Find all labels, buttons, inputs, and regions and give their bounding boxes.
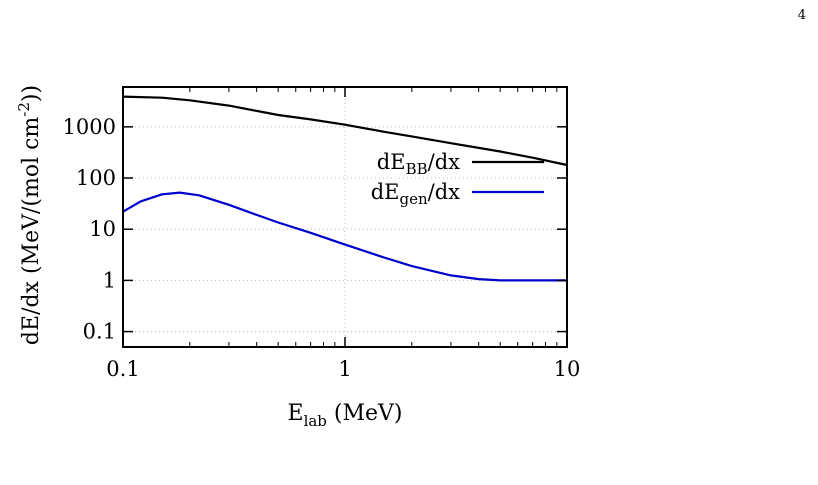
series-curves xyxy=(122,95,568,282)
legend-label-rest: /dx xyxy=(428,150,461,174)
legend-label-main: dE xyxy=(371,180,400,204)
y-tick-label: 100 xyxy=(76,166,116,190)
legend-label: dEBB/dx xyxy=(377,150,460,178)
x-axis-label-rest: (MeV) xyxy=(327,401,403,426)
axis-ticks xyxy=(122,87,568,347)
legend-label-rest: /dx xyxy=(428,180,461,204)
legend-label: dEgen/dx xyxy=(371,180,460,208)
y-axis-label-main: dE/dx (MeV/(mol cm xyxy=(19,117,44,346)
legend-label-sub: gen xyxy=(399,190,427,208)
x-tick-label: 1 xyxy=(338,357,351,381)
y-tick-labels: 0.1 1 10 100 1000 xyxy=(63,115,116,344)
series-line-bb xyxy=(122,95,568,167)
y-axis-label-rest: )) xyxy=(19,85,44,102)
x-axis-label-main: E xyxy=(288,401,304,426)
y-tick-label: 1 xyxy=(103,268,116,292)
grid-lines xyxy=(122,87,568,347)
x-axis-label-sub: lab xyxy=(304,412,327,430)
y-tick-label: 1000 xyxy=(63,115,116,139)
page-number: 4 xyxy=(797,8,806,23)
x-tick-labels: 0.1 1 10 xyxy=(106,357,580,381)
x-axis-label: Elab (MeV) xyxy=(288,401,403,430)
y-axis-label: dE/dx (MeV/(mol cm-2)) xyxy=(15,85,44,345)
y-axis-label-sup: -2 xyxy=(15,102,33,117)
legend-label-sub: BB xyxy=(406,160,428,178)
legend-label-main: dE xyxy=(377,150,406,174)
y-tick-label: 10 xyxy=(89,217,116,241)
series-line-gen xyxy=(122,191,567,282)
y-tick-label: 0.1 xyxy=(83,320,116,344)
x-tick-label: 0.1 xyxy=(106,357,139,381)
x-tick-label: 10 xyxy=(554,357,581,381)
